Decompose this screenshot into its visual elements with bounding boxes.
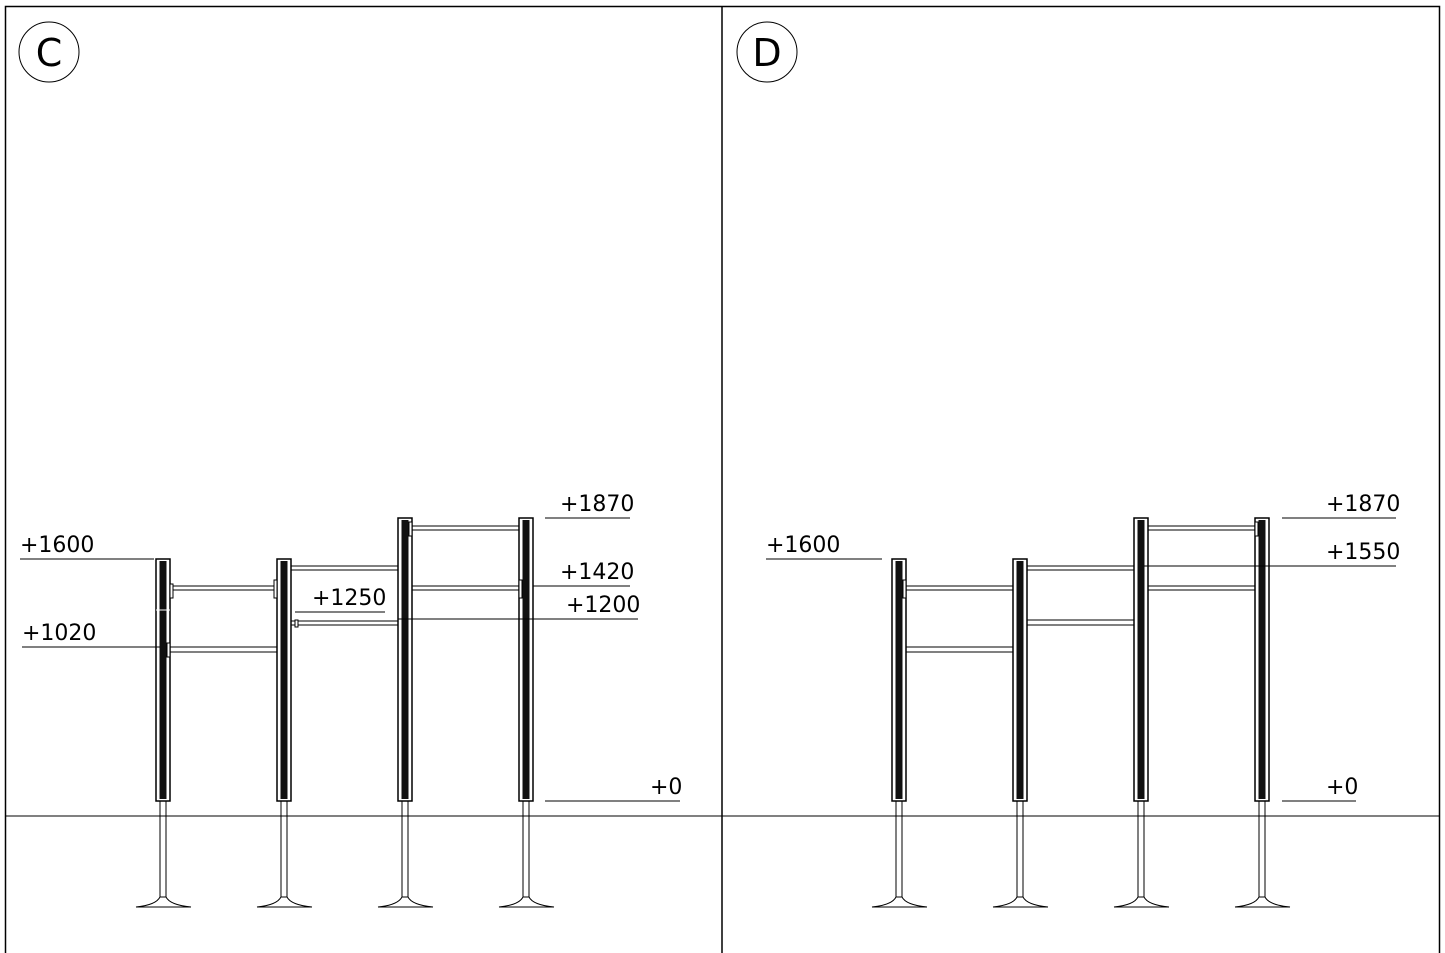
level-label: +0 <box>650 775 682 800</box>
panel-d: D <box>736 21 1400 908</box>
post <box>135 558 192 908</box>
post <box>992 558 1049 908</box>
view-marker-label: D <box>752 31 781 75</box>
post <box>1234 517 1291 908</box>
level-label: +1420 <box>560 560 634 585</box>
post <box>1113 517 1170 908</box>
bar <box>906 585 1013 591</box>
level-label: +1250 <box>312 586 386 611</box>
level-callout: +1200 <box>398 593 640 620</box>
level-label: +1600 <box>20 533 94 558</box>
level-callout: +1600 <box>766 533 882 560</box>
level-callout: +1420 <box>533 560 634 587</box>
panel-c: C <box>18 21 682 908</box>
bar <box>412 585 519 591</box>
post <box>256 558 313 908</box>
bar <box>1148 585 1255 591</box>
bar <box>412 525 519 531</box>
level-callout: +1870 <box>1282 492 1400 519</box>
level-label: +1600 <box>766 533 840 558</box>
level-callout: +0 <box>1282 775 1358 802</box>
frame <box>4 5 1441 953</box>
bar <box>170 646 277 653</box>
bar <box>170 585 277 591</box>
level-callout: +1250 <box>295 586 386 613</box>
level-callout: +1020 <box>22 621 160 648</box>
bar <box>906 646 1013 653</box>
level-label: +1870 <box>1326 492 1400 517</box>
level-callout: +1870 <box>545 492 634 519</box>
level-label: +1020 <box>22 621 96 646</box>
level-callout: +1600 <box>20 533 154 560</box>
view-marker-d: D <box>736 21 798 83</box>
view-marker-c: C <box>18 21 80 83</box>
level-label: +1200 <box>566 593 640 618</box>
post <box>377 517 434 908</box>
level-callout: +0 <box>545 775 682 802</box>
level-label: +1870 <box>560 492 634 517</box>
level-label: +1550 <box>1326 540 1400 565</box>
view-marker-label: C <box>36 31 63 75</box>
bar <box>291 620 398 626</box>
level-label: +0 <box>1326 775 1358 800</box>
bar <box>1027 619 1134 626</box>
post <box>871 558 928 908</box>
bar <box>1148 525 1255 531</box>
bar-brackets <box>902 521 1259 599</box>
post <box>498 517 555 908</box>
bar-brackets <box>166 521 523 658</box>
level-callout: +1550 <box>1144 540 1400 567</box>
bar <box>1027 565 1134 571</box>
bar <box>291 565 398 571</box>
